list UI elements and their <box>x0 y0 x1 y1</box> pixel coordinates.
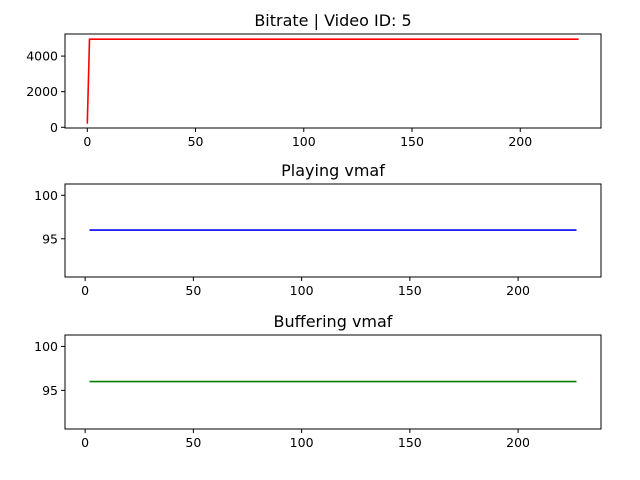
plot-frame <box>64 33 602 129</box>
x-tick-label: 50 <box>185 435 201 450</box>
y-tick-label: 95 <box>42 231 58 246</box>
x-tick-label: 150 <box>398 283 422 298</box>
x-tick-label: 200 <box>508 134 532 149</box>
chart-title: Playing vmaf <box>281 161 385 180</box>
plot-frame <box>64 334 602 430</box>
x-tick-label: 150 <box>400 134 424 149</box>
x-tick-label: 50 <box>188 134 204 149</box>
y-tick-label: 2000 <box>26 84 58 99</box>
plot-frame <box>64 183 602 278</box>
x-tick-label: 0 <box>83 134 91 149</box>
y-tick-label: 95 <box>42 383 58 398</box>
x-tick-label: 100 <box>290 283 314 298</box>
chart-title: Buffering vmaf <box>274 312 393 331</box>
x-tick-label: 200 <box>506 435 530 450</box>
x-tick-label: 100 <box>290 435 314 450</box>
x-tick-label: 0 <box>81 283 89 298</box>
y-tick-label: 4000 <box>26 49 58 64</box>
x-tick-label: 50 <box>185 283 201 298</box>
y-tick-label: 100 <box>34 339 58 354</box>
subplot-1: Bitrate | Video ID: 50 50 100 150 2000200040… <box>26 11 602 149</box>
x-tick-label: 150 <box>398 435 422 450</box>
y-tick-label: 0 <box>50 120 58 135</box>
chart-title: Bitrate | Video ID: 5 <box>254 11 411 30</box>
subplot-3: Buffering vmaf 0 50 100 150 200 95 100 <box>34 312 602 450</box>
x-tick-label: 0 <box>81 435 89 450</box>
x-tick-label: 100 <box>292 134 316 149</box>
x-tick-label: 200 <box>506 283 530 298</box>
subplot-2: Playing vmaf 0 50 100 150 200 95 100 <box>34 161 602 298</box>
y-tick-label: 100 <box>34 188 58 203</box>
series-line <box>86 38 579 124</box>
